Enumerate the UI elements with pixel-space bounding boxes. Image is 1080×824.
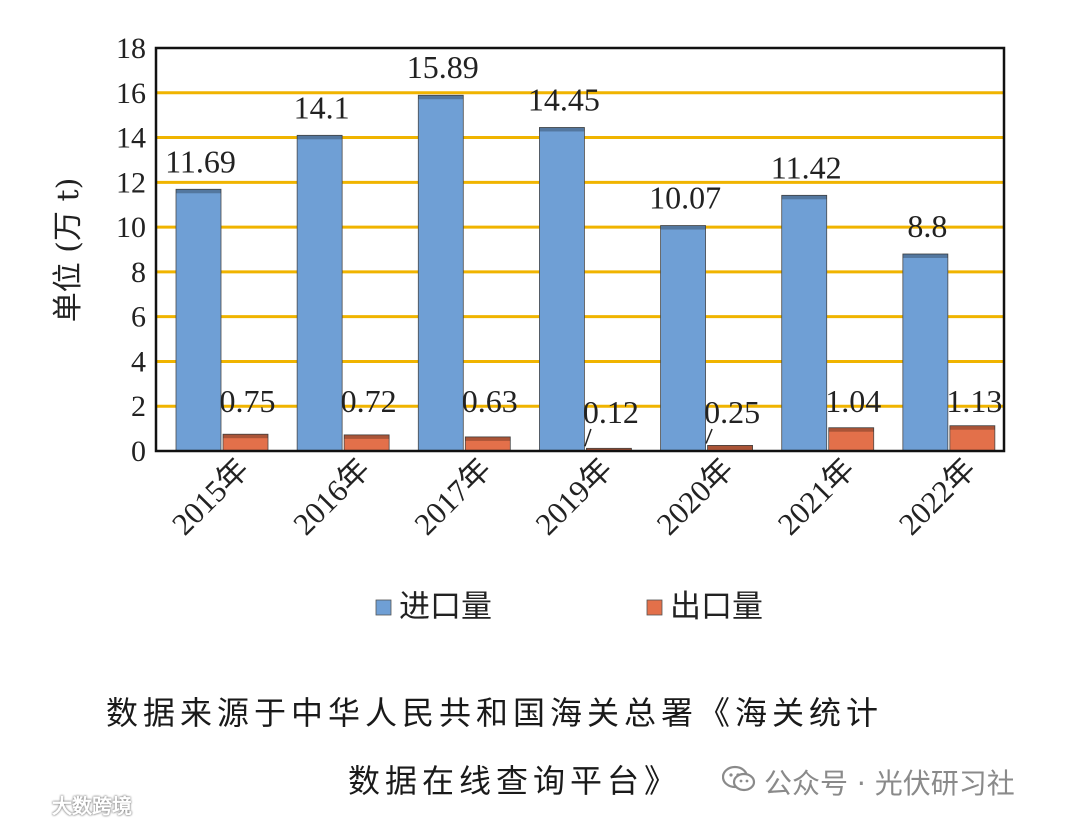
data-label-export: 1.04: [825, 383, 881, 419]
bar-top-shade: [660, 225, 706, 230]
leader-line: [705, 428, 713, 444]
source-caption-line1: 数据来源于中华人民共和国海关总署《海关统计: [106, 694, 884, 732]
data-label-import: 11.42: [771, 149, 842, 185]
bar-top-shade: [297, 135, 343, 140]
bar-top-shade: [465, 436, 511, 441]
bar: [902, 253, 949, 452]
category-label: 2022年: [892, 451, 983, 542]
bar: [417, 94, 464, 452]
bar-top-shade: [223, 434, 268, 439]
category-label: 2019年: [528, 451, 619, 542]
y-axis-title: 单位 (万 t): [51, 178, 86, 323]
bar-top-shade: [828, 427, 874, 432]
data-label-export: 1.13: [946, 383, 1002, 419]
bar-chart: 0 2 4 6 8 10 12 14 16 18 11.69 0.75 14.1 0.72 15.89 0.…: [51, 32, 1006, 625]
watermark-brand: 大数跨境: [8, 790, 132, 819]
data-label-import: 11.69: [165, 143, 236, 179]
legend: 进口量 出口量: [375, 589, 763, 625]
plot-frame: [154, 46, 1006, 453]
data-label-import: 14.1: [294, 89, 350, 125]
bar-top-shade: [539, 127, 585, 132]
bar: [539, 127, 585, 452]
y-tick-label: 12: [116, 166, 146, 199]
bar-top-shade: [902, 253, 948, 258]
category-labels: 2015年 2016年 2017年 2019年 2020年 2021年 2022年: [165, 451, 982, 542]
data-label-import: 15.89: [407, 49, 479, 85]
y-tick-label: 10: [116, 211, 146, 244]
bar-top-shade: [707, 445, 753, 450]
logo-icon: [8, 791, 48, 818]
y-tick-label: 2: [131, 390, 146, 423]
legend-label: 进口量: [399, 589, 492, 625]
category-label: 2017年: [407, 451, 498, 542]
data-label-import: 8.8: [907, 208, 947, 244]
legend-swatch: [375, 599, 392, 616]
y-tick-label: 14: [116, 122, 146, 155]
y-tick-label: 4: [131, 345, 146, 378]
category-label: 2015年: [165, 451, 256, 542]
source-caption-line2: 数据在线查询平台》: [348, 762, 682, 800]
bar-top-shade: [781, 195, 827, 200]
y-tick-label: 16: [116, 77, 146, 110]
bar-top-shade: [344, 434, 390, 439]
bar-top-shade: [586, 448, 632, 451]
data-label-export: 0.12: [583, 394, 639, 430]
y-tick-labels: 0 2 4 6 8 10 12 14 16 18: [116, 32, 146, 468]
bar: [949, 425, 996, 452]
watermark-right-text: 公众号 · 光伏研习社: [764, 767, 1015, 800]
y-tick-label: 6: [131, 301, 146, 334]
watermark-official-account: 公众号 · 光伏研习社: [721, 762, 1015, 802]
data-label-import: 10.07: [649, 180, 721, 216]
watermark-left-text: 大数跨境: [52, 794, 132, 818]
category-label: 2016年: [286, 451, 377, 542]
y-tick-label: 18: [116, 32, 146, 65]
bar: [296, 134, 343, 452]
legend-label: 出口量: [670, 589, 763, 625]
bar-top-shade: [949, 425, 995, 430]
bars: [175, 94, 996, 452]
data-label-export: 0.75: [220, 383, 276, 419]
leader-line: [584, 428, 592, 447]
bar: [175, 188, 222, 452]
bar: [781, 194, 828, 452]
wechat-icon: [721, 765, 756, 800]
data-labels: 11.69 0.75 14.1 0.72 15.89 0.63 14.45 0.12 10.07…: [165, 49, 1002, 447]
data-label-export: 0.25: [704, 394, 760, 430]
data-label-export: 0.63: [462, 383, 518, 419]
y-tick-label: 0: [131, 435, 146, 468]
bar-top-shade: [418, 95, 464, 100]
category-label: 2021年: [771, 451, 862, 542]
legend-swatch: [646, 599, 663, 616]
bar-top-shade: [176, 189, 221, 194]
bar: [660, 225, 706, 452]
category-label: 2020年: [650, 451, 741, 542]
y-tick-label: 8: [131, 256, 146, 289]
data-label-export: 0.72: [341, 383, 397, 419]
data-label-import: 14.45: [528, 81, 600, 117]
